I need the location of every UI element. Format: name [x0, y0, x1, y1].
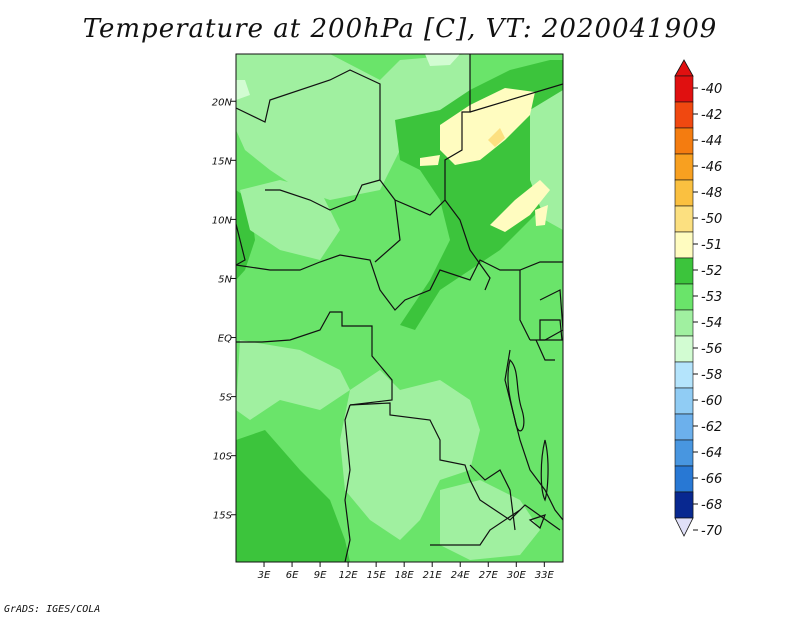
border-line-9 [344, 404, 351, 562]
region--54-west-africa [240, 180, 340, 260]
y-tick-label: EQ [218, 334, 232, 345]
lake-outline-0 [507, 358, 525, 432]
colorbar-segment [674, 335, 694, 363]
region--54-north [236, 54, 470, 200]
plot-frame [235, 53, 564, 563]
region--51-spot-west [420, 155, 440, 166]
border-line-14 [535, 339, 555, 361]
lake-outline-2 [539, 319, 563, 341]
border-line-2 [265, 179, 381, 211]
region--51-spot-east [535, 205, 548, 226]
region--54-gabon [236, 340, 350, 420]
colorbar-label: -64 [701, 446, 722, 461]
x-tick-label: 15E [367, 570, 387, 581]
colorbar-segment [674, 413, 694, 441]
border-line-10 [430, 509, 521, 546]
lake-outline-1 [540, 439, 549, 502]
colorbar-segment [674, 439, 694, 467]
colorbar-segment [674, 283, 694, 311]
software-credit: GrADS: IGES/COLA [4, 604, 101, 615]
border-line-6 [519, 270, 531, 341]
y-tick-label: 15S [213, 511, 233, 522]
border-line-11 [469, 464, 516, 531]
colorbar-label: -46 [701, 160, 722, 175]
y-tick-label: 15N [212, 156, 233, 167]
colorbar-segment [674, 75, 694, 103]
region--51-sahara [440, 88, 535, 165]
colorbar-label: -60 [701, 394, 722, 409]
colorbar-label: -48 [701, 186, 722, 201]
colorbar-label: -50 [701, 212, 722, 227]
region--54-southeast [440, 480, 540, 560]
colorbar-segment [674, 179, 694, 207]
x-tick-label: 12E [339, 570, 359, 581]
colorbar-label: -51 [701, 238, 722, 253]
chart-title: Temperature at 200hPa [C], VT: 202004190… [82, 14, 718, 44]
x-tick-label: 9E [314, 570, 327, 581]
border-line-8 [349, 402, 561, 531]
x-tick-label: 24E [451, 570, 471, 581]
colorbar-segment [674, 127, 694, 155]
region--52-northeast [395, 60, 563, 330]
x-tick-label: 33E [535, 570, 555, 581]
colorbar-label: -58 [701, 368, 722, 383]
border-line-5 [444, 199, 491, 291]
colorbar-label: -54 [701, 316, 722, 331]
y-tick-label: 5N [218, 274, 232, 285]
colorbar-segment-last [674, 491, 694, 519]
border-line-15 [236, 223, 246, 266]
colorbar-label: -56 [701, 342, 722, 357]
border-line-13 [504, 349, 563, 521]
colorbar-over-triangle [674, 59, 694, 77]
x-tick-label: 6E [286, 570, 299, 581]
region--51-sudan-band [490, 180, 550, 232]
y-tick-label: 10N [212, 215, 233, 226]
colorbar-label: -44 [701, 134, 722, 149]
colorbar-label: -40 [701, 82, 722, 97]
x-tick-label: 30E [507, 570, 527, 581]
colorbar-label: -62 [701, 420, 722, 435]
x-tick-label: 21E [423, 570, 443, 581]
x-tick-label: 3E [258, 570, 271, 581]
colorbar-label: -53 [701, 290, 722, 305]
region--52-southwest [236, 430, 350, 562]
x-tick-label: 18E [395, 570, 415, 581]
contour-field [236, 54, 563, 562]
border-line-3 [236, 254, 563, 311]
y-tick-label: 10S [213, 452, 233, 463]
colorbar-label: -68 [701, 498, 722, 513]
lake-outline-3 [528, 514, 547, 529]
region--50-core [488, 128, 505, 147]
region--56-north [425, 54, 460, 66]
colorbar-segment [674, 309, 694, 337]
colorbar-segment [674, 231, 694, 259]
colorbar-label: -52 [701, 264, 722, 279]
colorbar-segment [674, 387, 694, 415]
colorbar-segment [674, 153, 694, 181]
region--56-west [236, 80, 250, 100]
colorbar-segment [674, 361, 694, 389]
colorbar-segment [674, 101, 694, 129]
colorbar-segment [674, 465, 694, 493]
colorbar-segment [674, 205, 694, 233]
border-line-7 [236, 311, 393, 406]
colorbar-label: -42 [701, 108, 722, 123]
region--54-central-south [340, 370, 480, 540]
colorbar-label: -66 [701, 472, 722, 487]
border-line-4 [374, 199, 401, 263]
x-tick-label: 27E [479, 570, 499, 581]
colorbar-label: -70 [701, 524, 722, 539]
colorbar-segment [674, 257, 694, 285]
border-line-1 [469, 83, 563, 113]
y-tick-label: 20N [212, 97, 233, 108]
colorbar-under-triangle [674, 517, 694, 537]
y-tick-label: 5S [219, 393, 232, 404]
